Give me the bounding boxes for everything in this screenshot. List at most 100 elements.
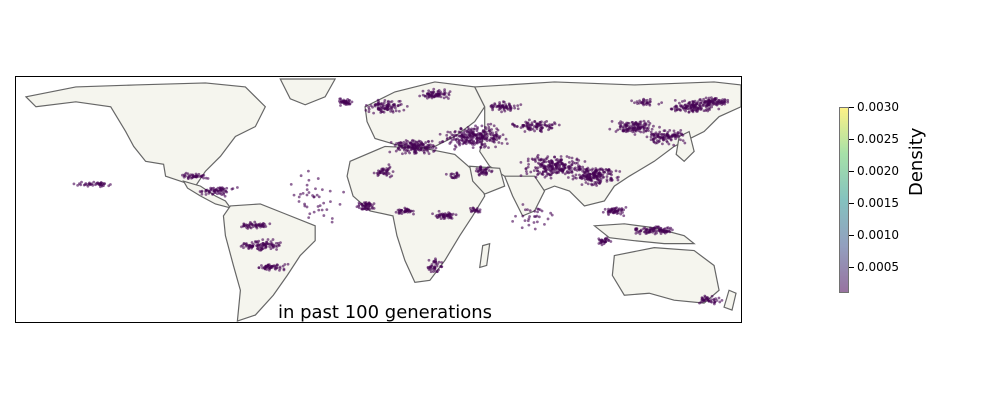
- density-point: [286, 262, 290, 266]
- density-point: [639, 120, 643, 124]
- density-point: [395, 142, 398, 145]
- density-point: [694, 103, 698, 107]
- density-point: [468, 131, 471, 135]
- density-point: [491, 108, 494, 112]
- density-point: [677, 101, 681, 105]
- density-point: [527, 162, 530, 166]
- density-point: [275, 248, 278, 251]
- density-point: [720, 103, 724, 106]
- density-point: [82, 183, 86, 187]
- colorbar-tick-mark: [849, 171, 854, 173]
- density-point: [547, 125, 551, 129]
- density-point: [274, 241, 278, 245]
- density-point: [577, 159, 581, 162]
- density-point: [396, 104, 400, 108]
- density-point: [500, 110, 503, 114]
- density-point: [525, 172, 529, 176]
- density-point: [486, 166, 490, 169]
- density-point: [434, 146, 438, 150]
- density-point: [620, 207, 624, 210]
- density-point: [544, 169, 548, 173]
- density-point: [307, 191, 311, 194]
- density-point: [547, 160, 551, 164]
- density-point: [501, 133, 505, 137]
- density-point: [527, 118, 531, 122]
- density-point: [666, 130, 670, 134]
- density-point: [610, 179, 614, 182]
- new-zealand: [723, 289, 737, 311]
- density-point: [261, 244, 265, 247]
- density-point: [208, 190, 212, 194]
- density-point: [540, 162, 544, 165]
- density-point: [448, 142, 452, 145]
- density-point: [299, 174, 303, 178]
- density-point: [262, 222, 265, 225]
- density-point: [562, 163, 566, 167]
- density-point: [494, 134, 498, 137]
- density-point: [545, 124, 549, 128]
- density-point: [578, 173, 581, 177]
- density-point: [655, 225, 659, 229]
- density-point: [453, 129, 457, 133]
- density-point: [360, 202, 364, 206]
- density-point: [617, 121, 621, 125]
- density-point: [712, 298, 716, 302]
- density-point: [427, 258, 431, 262]
- density-point: [543, 121, 547, 124]
- density-point: [492, 136, 496, 140]
- density-point: [276, 241, 280, 245]
- density-point: [549, 211, 553, 215]
- density-point: [598, 171, 601, 175]
- density-point: [244, 223, 248, 227]
- density-point: [344, 100, 348, 103]
- colorbar-tick-label: 0.0025: [857, 132, 899, 147]
- density-point: [687, 110, 691, 114]
- density-point: [559, 155, 563, 158]
- density-point: [347, 102, 351, 105]
- density-point: [329, 200, 332, 203]
- density-point: [342, 190, 345, 194]
- density-point: [424, 145, 427, 149]
- density-point: [556, 160, 560, 163]
- density-point: [712, 302, 716, 306]
- density-point: [274, 267, 277, 271]
- density-point: [477, 173, 481, 177]
- density-point: [547, 163, 550, 167]
- world-map: [24, 78, 741, 322]
- density-point: [459, 127, 463, 131]
- density-point: [674, 105, 678, 108]
- density-point: [661, 142, 664, 146]
- density-point: [367, 105, 371, 109]
- density-point: [541, 166, 545, 169]
- density-point: [484, 171, 488, 174]
- density-point: [605, 237, 609, 241]
- density-point: [486, 134, 489, 138]
- density-point: [235, 186, 239, 189]
- density-point: [658, 125, 661, 129]
- density-point: [487, 125, 491, 129]
- density-point: [638, 232, 642, 236]
- density-point: [438, 132, 442, 136]
- density-point: [533, 209, 537, 213]
- density-point: [445, 137, 449, 141]
- density-point: [707, 297, 710, 300]
- density-point: [531, 158, 535, 162]
- density-point: [512, 104, 516, 108]
- density-point: [257, 266, 261, 270]
- density-point: [382, 101, 386, 105]
- density-point: [429, 143, 432, 147]
- density-point: [427, 89, 431, 93]
- density-point: [318, 204, 322, 208]
- density-point: [472, 136, 476, 139]
- density-point: [443, 216, 447, 220]
- density-point: [92, 180, 96, 184]
- density-point: [677, 134, 681, 138]
- density-point: [550, 126, 554, 130]
- density-point: [248, 244, 252, 248]
- density-point: [466, 128, 470, 132]
- density-point: [316, 177, 320, 180]
- density-point: [447, 216, 451, 220]
- density-point: [255, 244, 259, 248]
- density-point: [691, 102, 695, 106]
- density-point: [480, 142, 484, 146]
